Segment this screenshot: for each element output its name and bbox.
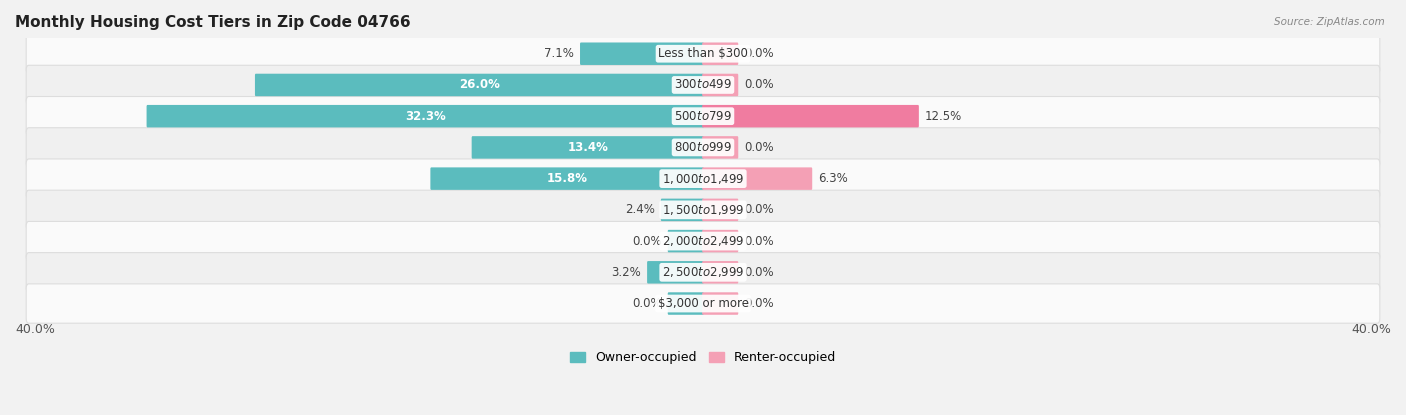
Text: 0.0%: 0.0%: [744, 203, 773, 216]
Text: 26.0%: 26.0%: [458, 78, 501, 91]
Text: $500 to $799: $500 to $799: [673, 110, 733, 123]
FancyBboxPatch shape: [702, 292, 738, 315]
Text: 0.0%: 0.0%: [744, 78, 773, 91]
Text: Less than $300: Less than $300: [658, 47, 748, 60]
Text: 0.0%: 0.0%: [744, 266, 773, 279]
Text: 0.0%: 0.0%: [744, 141, 773, 154]
FancyBboxPatch shape: [702, 42, 738, 65]
FancyBboxPatch shape: [146, 105, 704, 127]
Text: 7.1%: 7.1%: [544, 47, 574, 60]
FancyBboxPatch shape: [430, 167, 704, 190]
FancyBboxPatch shape: [27, 65, 1379, 105]
FancyBboxPatch shape: [27, 253, 1379, 292]
Text: 0.0%: 0.0%: [633, 234, 662, 248]
FancyBboxPatch shape: [668, 292, 704, 315]
FancyBboxPatch shape: [702, 230, 738, 252]
FancyBboxPatch shape: [702, 136, 738, 159]
FancyBboxPatch shape: [471, 136, 704, 159]
Text: 2.4%: 2.4%: [624, 203, 655, 216]
Text: 0.0%: 0.0%: [744, 297, 773, 310]
FancyBboxPatch shape: [702, 105, 920, 127]
Text: $2,000 to $2,499: $2,000 to $2,499: [662, 234, 744, 248]
Text: 15.8%: 15.8%: [547, 172, 588, 185]
FancyBboxPatch shape: [702, 167, 813, 190]
FancyBboxPatch shape: [702, 74, 738, 96]
FancyBboxPatch shape: [661, 199, 704, 221]
Text: $2,500 to $2,999: $2,500 to $2,999: [662, 265, 744, 279]
FancyBboxPatch shape: [27, 190, 1379, 229]
Text: Monthly Housing Cost Tiers in Zip Code 04766: Monthly Housing Cost Tiers in Zip Code 0…: [15, 15, 411, 30]
Text: 0.0%: 0.0%: [744, 234, 773, 248]
FancyBboxPatch shape: [27, 222, 1379, 261]
FancyBboxPatch shape: [647, 261, 704, 283]
Text: 32.3%: 32.3%: [405, 110, 446, 123]
Text: $1,500 to $1,999: $1,500 to $1,999: [662, 203, 744, 217]
FancyBboxPatch shape: [254, 74, 704, 96]
Text: $1,000 to $1,499: $1,000 to $1,499: [662, 172, 744, 186]
Text: Source: ZipAtlas.com: Source: ZipAtlas.com: [1274, 17, 1385, 27]
FancyBboxPatch shape: [27, 159, 1379, 198]
Text: 0.0%: 0.0%: [633, 297, 662, 310]
Text: 13.4%: 13.4%: [568, 141, 609, 154]
FancyBboxPatch shape: [27, 284, 1379, 323]
Text: 6.3%: 6.3%: [818, 172, 848, 185]
Text: 0.0%: 0.0%: [744, 47, 773, 60]
FancyBboxPatch shape: [27, 97, 1379, 136]
FancyBboxPatch shape: [27, 128, 1379, 167]
Text: $300 to $499: $300 to $499: [673, 78, 733, 91]
FancyBboxPatch shape: [581, 42, 704, 65]
Text: 3.2%: 3.2%: [612, 266, 641, 279]
FancyBboxPatch shape: [668, 230, 704, 252]
Legend: Owner-occupied, Renter-occupied: Owner-occupied, Renter-occupied: [565, 346, 841, 369]
Text: 40.0%: 40.0%: [1351, 323, 1391, 336]
FancyBboxPatch shape: [702, 261, 738, 283]
Text: $3,000 or more: $3,000 or more: [658, 297, 748, 310]
Text: 40.0%: 40.0%: [15, 323, 55, 336]
Text: 12.5%: 12.5%: [925, 110, 962, 123]
FancyBboxPatch shape: [702, 199, 738, 221]
Text: $800 to $999: $800 to $999: [673, 141, 733, 154]
FancyBboxPatch shape: [27, 34, 1379, 73]
